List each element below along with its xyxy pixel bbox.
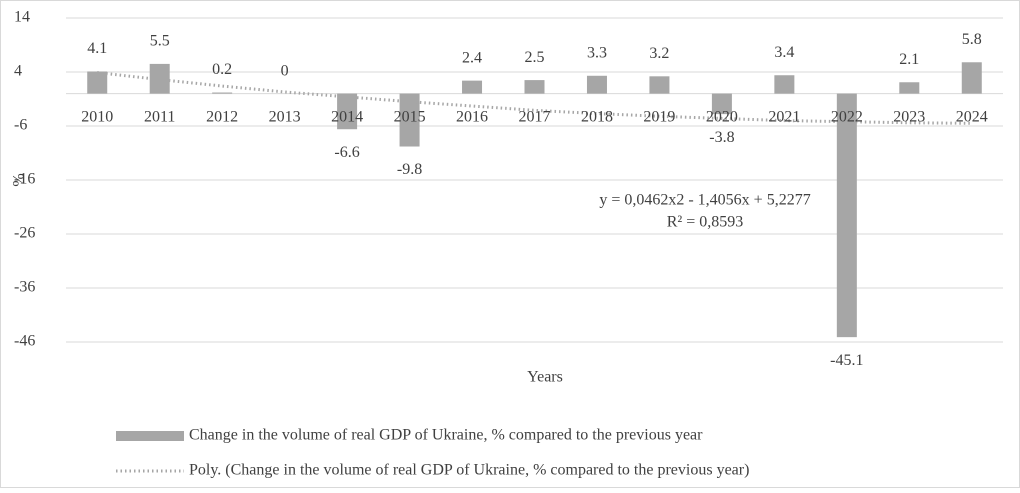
x-tick-label: 2022 xyxy=(831,108,863,125)
x-tick-label: 2010 xyxy=(81,108,113,125)
y-tick-label: -36 xyxy=(14,279,35,296)
y-tick-label: -26 xyxy=(14,225,35,242)
data-label: -3.8 xyxy=(709,129,734,146)
bar xyxy=(462,80,483,94)
trend-r2: R² = 0,8593 xyxy=(667,214,744,231)
trend-equation: y = 0,0462x2 - 1,4056x + 5,2277 xyxy=(599,192,810,209)
bar xyxy=(649,76,670,94)
data-label: 3.4 xyxy=(774,44,794,61)
data-label: 2.4 xyxy=(462,49,482,66)
bar xyxy=(399,93,420,147)
data-label: -45.1 xyxy=(830,352,863,369)
data-label: -9.8 xyxy=(397,161,422,178)
x-tick-label: 2014 xyxy=(331,108,363,125)
data-label: 0 xyxy=(281,62,289,79)
bar xyxy=(711,93,732,115)
y-tick-label: -46 xyxy=(14,333,35,350)
y-tick-label: 14 xyxy=(14,9,30,26)
x-axis-label: Years xyxy=(527,369,563,386)
bar xyxy=(961,62,982,94)
data-label: 3.2 xyxy=(649,45,669,62)
legend-label: Change in the volume of real GDP of Ukra… xyxy=(189,427,703,444)
data-label: -6.6 xyxy=(334,144,359,161)
y-tick-label: 4 xyxy=(14,63,22,80)
legend-swatch xyxy=(116,431,184,441)
x-tick-label: 2015 xyxy=(394,108,426,125)
x-tick-label: 2016 xyxy=(456,108,488,125)
y-axis-label: % xyxy=(11,173,28,186)
y-tick-label: -16 xyxy=(14,171,35,188)
x-tick-label: 2024 xyxy=(956,108,988,125)
data-label: 5.5 xyxy=(150,33,170,50)
x-tick-label: 2017 xyxy=(519,108,551,125)
bar xyxy=(337,93,358,130)
bar xyxy=(149,63,170,94)
x-tick-label: 2011 xyxy=(144,108,175,125)
x-tick-label: 2020 xyxy=(706,108,738,125)
x-tick-label: 2013 xyxy=(269,108,301,125)
bar xyxy=(212,92,233,94)
bar xyxy=(774,75,795,94)
data-label: 4.1 xyxy=(87,40,107,57)
x-tick-label: 2018 xyxy=(581,108,613,125)
data-label: 0.2 xyxy=(212,61,232,78)
data-label: 2.5 xyxy=(525,49,545,66)
data-label: 5.8 xyxy=(962,31,982,48)
legend-label: Poly. (Change in the volume of real GDP … xyxy=(189,462,749,479)
x-tick-label: 2023 xyxy=(893,108,925,125)
bar xyxy=(836,93,857,338)
data-label: 2.1 xyxy=(899,51,919,68)
x-tick-label: 2019 xyxy=(643,108,675,125)
data-label: 3.3 xyxy=(587,44,607,61)
bar xyxy=(899,82,920,94)
y-tick-label: -6 xyxy=(14,117,27,134)
bar xyxy=(524,80,545,94)
x-tick-label: 2012 xyxy=(206,108,238,125)
bar xyxy=(87,71,108,94)
x-tick-label: 2021 xyxy=(768,108,800,125)
bar xyxy=(586,75,607,94)
